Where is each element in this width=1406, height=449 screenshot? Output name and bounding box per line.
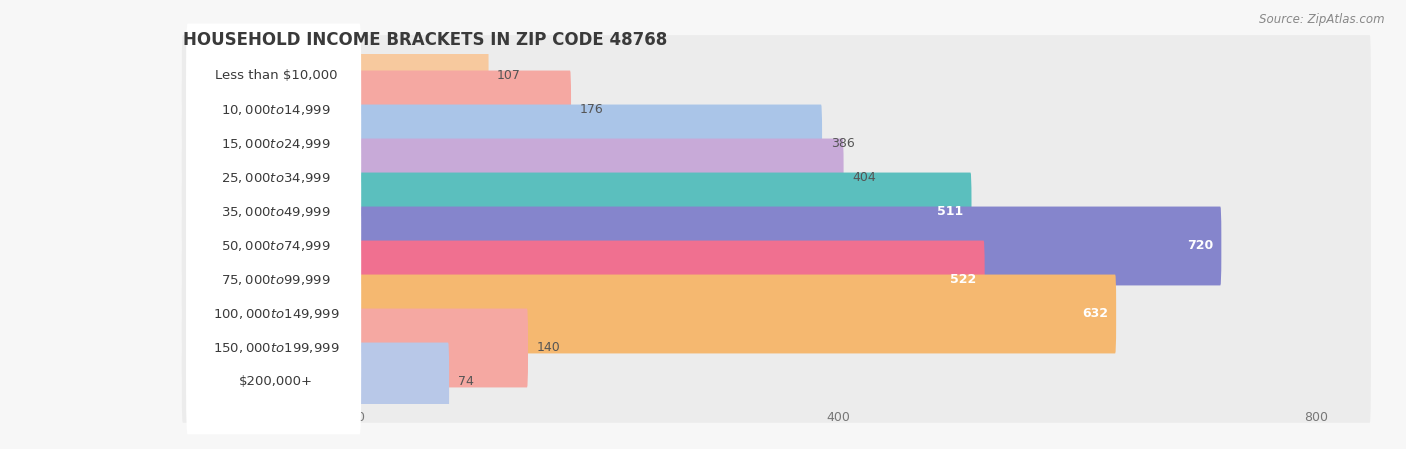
- Text: Source: ZipAtlas.com: Source: ZipAtlas.com: [1260, 13, 1385, 26]
- FancyBboxPatch shape: [181, 35, 1371, 117]
- Text: 176: 176: [579, 103, 603, 116]
- Text: $15,000 to $24,999: $15,000 to $24,999: [221, 137, 330, 151]
- Text: $25,000 to $34,999: $25,000 to $34,999: [221, 171, 330, 185]
- FancyBboxPatch shape: [186, 57, 361, 163]
- FancyBboxPatch shape: [186, 228, 361, 332]
- FancyBboxPatch shape: [359, 274, 1116, 353]
- FancyBboxPatch shape: [359, 139, 844, 217]
- Text: $100,000 to $149,999: $100,000 to $149,999: [212, 307, 339, 321]
- FancyBboxPatch shape: [181, 239, 1371, 321]
- Text: $35,000 to $49,999: $35,000 to $49,999: [221, 205, 330, 219]
- Text: $75,000 to $99,999: $75,000 to $99,999: [221, 273, 330, 287]
- FancyBboxPatch shape: [359, 207, 1222, 286]
- Text: HOUSEHOLD INCOME BRACKETS IN ZIP CODE 48768: HOUSEHOLD INCOME BRACKETS IN ZIP CODE 48…: [183, 31, 666, 49]
- FancyBboxPatch shape: [181, 69, 1371, 151]
- FancyBboxPatch shape: [186, 160, 361, 264]
- FancyBboxPatch shape: [181, 171, 1371, 253]
- Text: 522: 522: [950, 273, 977, 286]
- Text: $200,000+: $200,000+: [239, 375, 314, 388]
- FancyBboxPatch shape: [181, 307, 1371, 389]
- FancyBboxPatch shape: [186, 126, 361, 230]
- FancyBboxPatch shape: [181, 137, 1371, 219]
- Text: Less than $10,000: Less than $10,000: [215, 70, 337, 83]
- FancyBboxPatch shape: [359, 343, 449, 422]
- Text: 404: 404: [852, 172, 876, 185]
- FancyBboxPatch shape: [186, 24, 361, 128]
- Text: $150,000 to $199,999: $150,000 to $199,999: [212, 341, 339, 355]
- FancyBboxPatch shape: [186, 92, 361, 196]
- FancyBboxPatch shape: [359, 70, 571, 150]
- Text: 140: 140: [537, 342, 561, 355]
- FancyBboxPatch shape: [186, 295, 361, 401]
- Text: 386: 386: [831, 137, 855, 150]
- FancyBboxPatch shape: [181, 205, 1371, 287]
- FancyBboxPatch shape: [359, 308, 529, 387]
- FancyBboxPatch shape: [186, 330, 361, 434]
- Text: 720: 720: [1187, 239, 1213, 252]
- Text: 511: 511: [938, 206, 963, 219]
- Text: 107: 107: [498, 70, 522, 83]
- FancyBboxPatch shape: [186, 194, 361, 298]
- Text: $10,000 to $14,999: $10,000 to $14,999: [221, 103, 330, 117]
- Text: 632: 632: [1083, 308, 1108, 321]
- FancyBboxPatch shape: [359, 172, 972, 251]
- FancyBboxPatch shape: [186, 262, 361, 366]
- FancyBboxPatch shape: [181, 103, 1371, 185]
- FancyBboxPatch shape: [359, 241, 984, 319]
- Text: 74: 74: [458, 375, 474, 388]
- FancyBboxPatch shape: [181, 341, 1371, 423]
- FancyBboxPatch shape: [181, 273, 1371, 355]
- FancyBboxPatch shape: [359, 105, 823, 184]
- Text: $50,000 to $74,999: $50,000 to $74,999: [221, 239, 330, 253]
- FancyBboxPatch shape: [359, 36, 488, 115]
